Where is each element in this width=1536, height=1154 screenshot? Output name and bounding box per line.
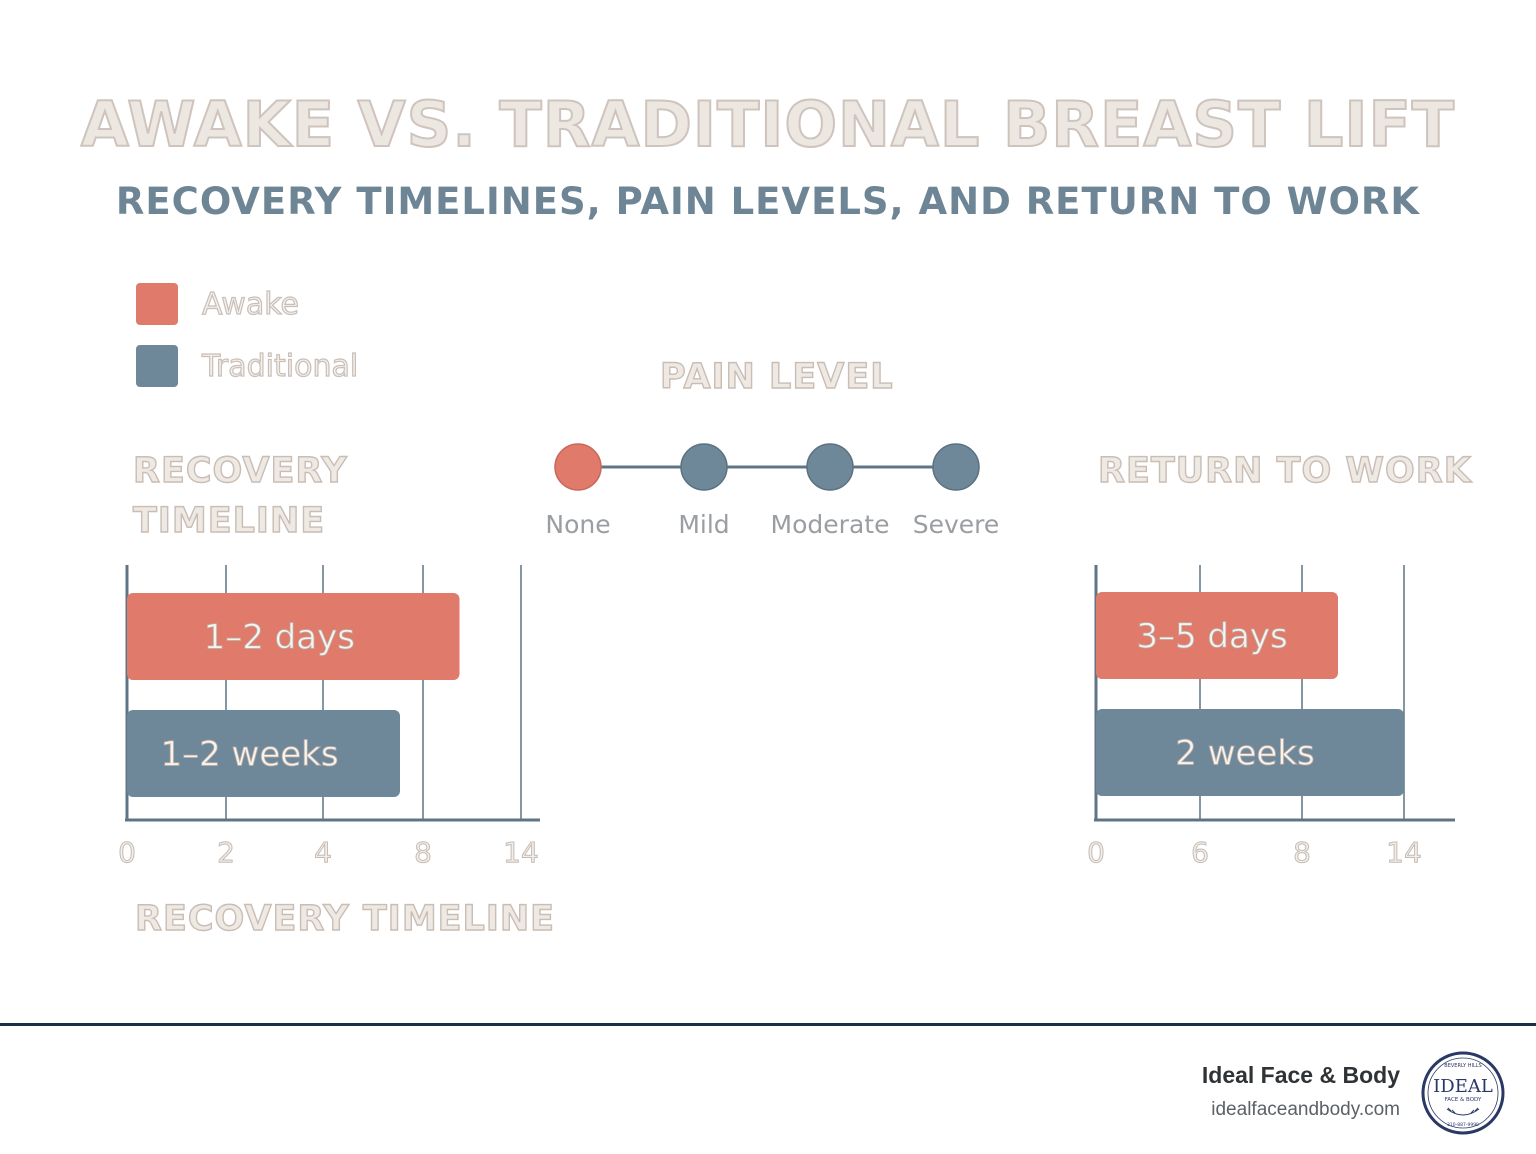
logo-main-text: IDEAL (1433, 1076, 1493, 1097)
legend-swatch-traditional (136, 345, 178, 387)
charts-canvas: 0 2 4 8 14 1–2 days 1–2 weeks 0 6 8 14 3–5 days 2 we… (118, 443, 1455, 870)
chart-subtitle: RECOVERY TIMELINES, PAIN LEVELS, AND RET… (115, 180, 1421, 223)
work-bar-traditional (1096, 709, 1404, 796)
legend-item-traditional: Traditional (136, 345, 359, 387)
pain-marker-mild (680, 443, 728, 491)
recovery-tick-label-2: 4 (314, 836, 332, 869)
pain-level-label-moderate: Moderate (771, 510, 890, 539)
work-bar-label-awake: 3–5 days (1136, 617, 1287, 657)
recovery-bar-traditional (127, 710, 400, 797)
recovery-bar-label-traditional: 1–2 weeks (160, 735, 338, 775)
pain-marker-severe (932, 443, 980, 491)
work-chart-title: RETURN TO WORK (1097, 450, 1472, 491)
legend-swatch-awake (136, 283, 178, 325)
recovery-tick-label-1: 2 (217, 836, 235, 869)
pain-marker-none (554, 443, 602, 491)
recovery-bar-awake (127, 593, 460, 680)
work-tick-label-0: 0 (1087, 836, 1105, 869)
legend-item-awake: Awake (136, 283, 300, 325)
brand-name: Ideal Face & Body (1201, 1062, 1400, 1088)
recovery-chart-title: RECOVERY TIMELINE (132, 450, 348, 541)
recovery-tick-label-0: 0 (118, 836, 136, 869)
work-tick-label-1: 6 (1191, 836, 1209, 869)
work-bar-awake (1096, 592, 1338, 679)
pain-level-label-severe: Severe (913, 510, 1000, 539)
work-bar-label-traditional: 2 weeks (1175, 734, 1315, 774)
pain-marker-moderate (806, 443, 854, 491)
pain-level-label-none: None (545, 510, 610, 539)
logo-sub-text: FACE & BODY (1445, 1097, 1482, 1103)
logo-bottom-text: 310-887-9990 (1447, 1122, 1479, 1128)
brand-url: idealfaceandbody.com (1211, 1099, 1400, 1120)
recovery-tick-label-4: 14 (503, 836, 539, 869)
recovery-x-label: RECOVERY TIMELINE (134, 898, 556, 939)
work-tick-label-2: 8 (1293, 836, 1311, 869)
pain-level-label-mild: Mild (678, 510, 729, 539)
recovery-bar-label-awake: 1–2 days (204, 618, 355, 658)
recovery-tick-label-3: 8 (414, 836, 432, 869)
logo-top-text: BEVERLY HILLS (1444, 1063, 1481, 1069)
legend-label-traditional: Traditional (201, 348, 359, 384)
legend-label-awake: Awake (201, 286, 299, 322)
work-tick-label-3: 14 (1386, 836, 1422, 869)
pain-chart-title: PAIN LEVEL (659, 356, 894, 397)
chart-title: AWAKE VS. TRADITIONAL BREAST LIFT (80, 87, 1456, 162)
footer-divider (0, 1023, 1536, 1026)
brand-logo: BEVERLY HILLS IDEAL FACE & BODY 310-887-… (1421, 1051, 1505, 1135)
